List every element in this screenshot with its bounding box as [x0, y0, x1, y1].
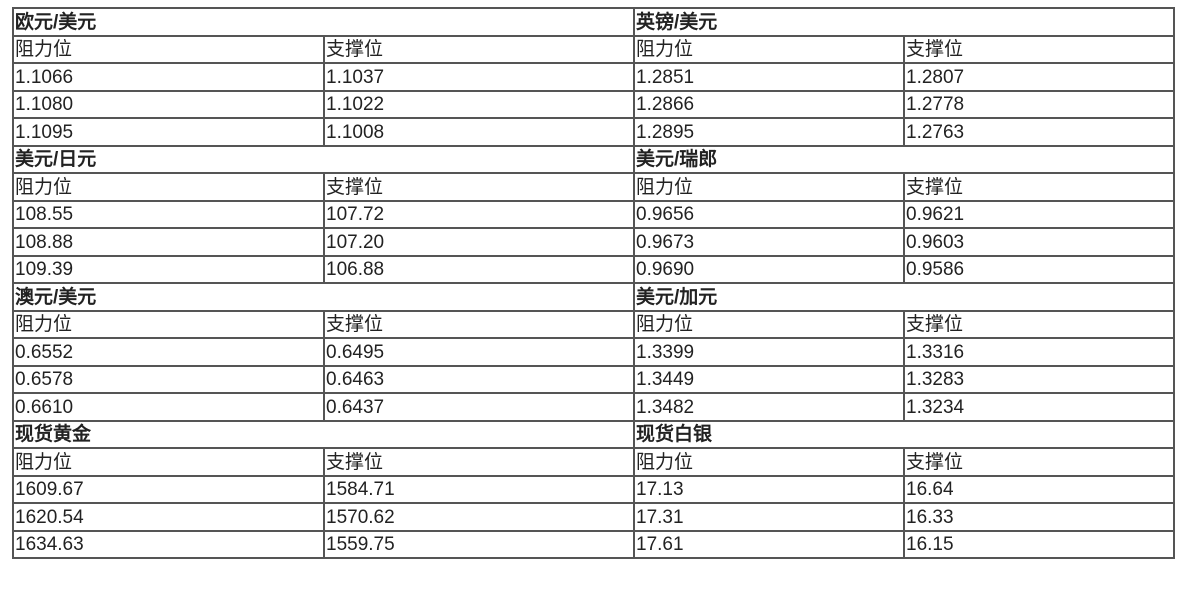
section-title-row: 澳元/美元 美元/加元: [12, 282, 1175, 312]
table-row: 109.39 106.88 0.9690 0.9586: [12, 254, 1175, 284]
table-row: 108.88 107.20 0.9673 0.9603: [12, 227, 1175, 257]
resistance-value: 0.6578: [12, 364, 325, 394]
table-row: 1.1080 1.1022 1.2866 1.2778: [12, 89, 1175, 119]
resistance-value: 17.31: [633, 502, 905, 532]
table-row: 1.1066 1.1037 1.2851 1.2807: [12, 62, 1175, 92]
support-value: 1.2807: [903, 62, 1175, 92]
support-header: 支撑位: [903, 447, 1175, 477]
support-value: 1.3234: [903, 392, 1175, 422]
resistance-value: 0.6552: [12, 337, 325, 367]
instrument-title: 现货黄金: [12, 419, 635, 449]
support-value: 16.15: [903, 529, 1175, 559]
resistance-header: 阻力位: [633, 447, 905, 477]
support-resistance-table: 欧元/美元 英镑/美元 阻力位 支撑位 阻力位 支撑位 1.1066 1.1037 1.2851…: [12, 7, 1175, 559]
resistance-value: 17.13: [633, 474, 905, 504]
resistance-value: 108.55: [12, 199, 325, 229]
resistance-value: 1.3399: [633, 337, 905, 367]
table-row: 0.6578 0.6463 1.3449 1.3283: [12, 364, 1175, 394]
resistance-value: 0.9673: [633, 227, 905, 257]
instrument-title: 美元/日元: [12, 144, 635, 174]
support-value: 1.1037: [323, 62, 635, 92]
support-header: 支撑位: [323, 447, 635, 477]
instrument-title: 英镑/美元: [633, 7, 1175, 37]
resistance-value: 1.2895: [633, 117, 905, 147]
instrument-title: 美元/加元: [633, 282, 1175, 312]
table-row: 0.6552 0.6495 1.3399 1.3316: [12, 337, 1175, 367]
support-header: 支撑位: [323, 172, 635, 202]
support-value: 107.20: [323, 227, 635, 257]
support-value: 0.6495: [323, 337, 635, 367]
resistance-value: 1.2851: [633, 62, 905, 92]
resistance-value: 1609.67: [12, 474, 325, 504]
support-value: 1584.71: [323, 474, 635, 504]
resistance-header: 阻力位: [633, 309, 905, 339]
resistance-value: 108.88: [12, 227, 325, 257]
support-value: 16.64: [903, 474, 1175, 504]
column-header-row: 阻力位 支撑位 阻力位 支撑位: [12, 172, 1175, 202]
section-title-row: 欧元/美元 英镑/美元: [12, 7, 1175, 37]
instrument-title: 现货白银: [633, 419, 1175, 449]
table-row: 1634.63 1559.75 17.61 16.15: [12, 529, 1175, 559]
support-value: 16.33: [903, 502, 1175, 532]
support-value: 1.3283: [903, 364, 1175, 394]
support-header: 支撑位: [323, 309, 635, 339]
resistance-value: 17.61: [633, 529, 905, 559]
resistance-value: 1.3482: [633, 392, 905, 422]
support-value: 1.2778: [903, 89, 1175, 119]
support-value: 0.6463: [323, 364, 635, 394]
column-header-row: 阻力位 支撑位 阻力位 支撑位: [12, 309, 1175, 339]
resistance-value: 1.1080: [12, 89, 325, 119]
instrument-title: 欧元/美元: [12, 7, 635, 37]
resistance-value: 1.2866: [633, 89, 905, 119]
support-value: 106.88: [323, 254, 635, 284]
support-value: 0.9621: [903, 199, 1175, 229]
support-value: 0.9586: [903, 254, 1175, 284]
table-row: 1609.67 1584.71 17.13 16.64: [12, 474, 1175, 504]
support-value: 1.3316: [903, 337, 1175, 367]
support-value: 1.2763: [903, 117, 1175, 147]
resistance-header: 阻力位: [633, 34, 905, 64]
support-header: 支撑位: [323, 34, 635, 64]
resistance-header: 阻力位: [12, 34, 325, 64]
support-value: 1559.75: [323, 529, 635, 559]
instrument-title: 美元/瑞郎: [633, 144, 1175, 174]
support-header: 支撑位: [903, 172, 1175, 202]
resistance-header: 阻力位: [12, 309, 325, 339]
support-value: 1.1022: [323, 89, 635, 119]
support-value: 1.1008: [323, 117, 635, 147]
resistance-value: 0.6610: [12, 392, 325, 422]
support-value: 0.6437: [323, 392, 635, 422]
table-row: 1620.54 1570.62 17.31 16.33: [12, 502, 1175, 532]
table-row: 1.1095 1.1008 1.2895 1.2763: [12, 117, 1175, 147]
support-value: 107.72: [323, 199, 635, 229]
resistance-header: 阻力位: [633, 172, 905, 202]
support-header: 支撑位: [903, 34, 1175, 64]
support-value: 0.9603: [903, 227, 1175, 257]
section-title-row: 美元/日元 美元/瑞郎: [12, 144, 1175, 174]
resistance-value: 0.9656: [633, 199, 905, 229]
resistance-value: 0.9690: [633, 254, 905, 284]
resistance-value: 1.1095: [12, 117, 325, 147]
resistance-value: 1.3449: [633, 364, 905, 394]
table-row: 108.55 107.72 0.9656 0.9621: [12, 199, 1175, 229]
support-value: 1570.62: [323, 502, 635, 532]
resistance-header: 阻力位: [12, 172, 325, 202]
table-row: 0.6610 0.6437 1.3482 1.3234: [12, 392, 1175, 422]
resistance-value: 1634.63: [12, 529, 325, 559]
column-header-row: 阻力位 支撑位 阻力位 支撑位: [12, 34, 1175, 64]
resistance-header: 阻力位: [12, 447, 325, 477]
support-header: 支撑位: [903, 309, 1175, 339]
instrument-title: 澳元/美元: [12, 282, 635, 312]
resistance-value: 1.1066: [12, 62, 325, 92]
resistance-value: 109.39: [12, 254, 325, 284]
section-title-row: 现货黄金 现货白银: [12, 419, 1175, 449]
resistance-value: 1620.54: [12, 502, 325, 532]
column-header-row: 阻力位 支撑位 阻力位 支撑位: [12, 447, 1175, 477]
